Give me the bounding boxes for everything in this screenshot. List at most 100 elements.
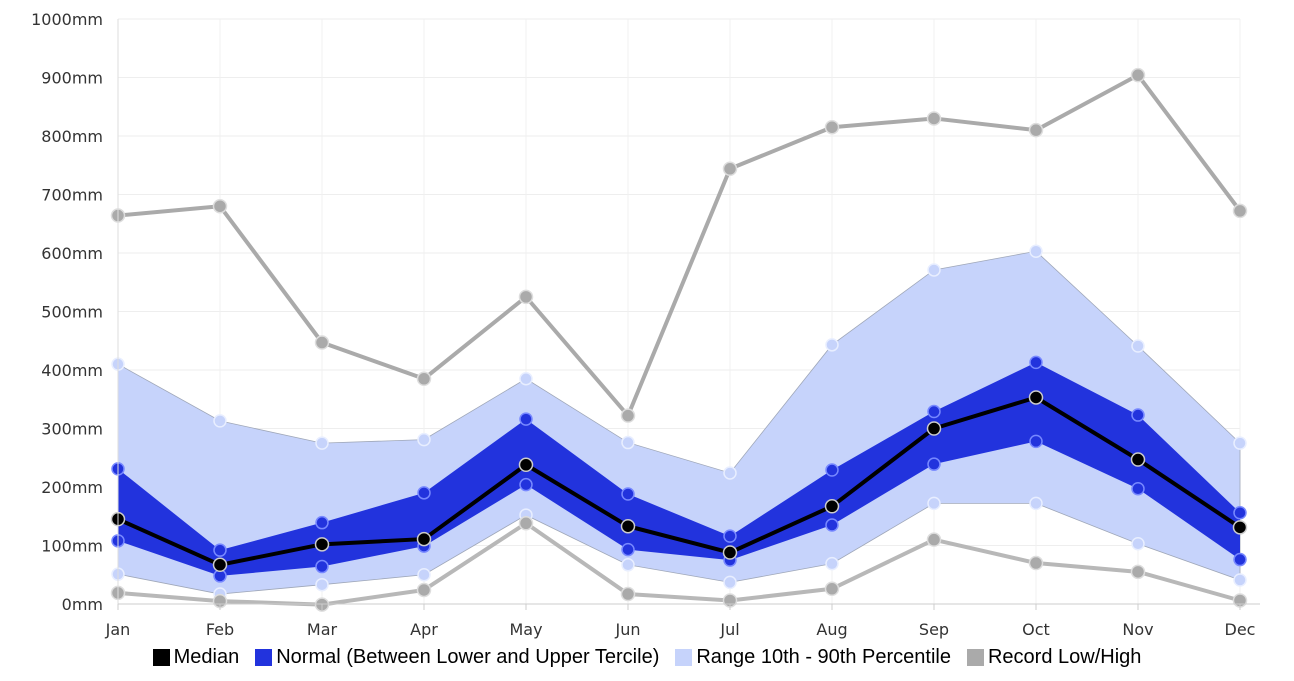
median-point [722,545,738,560]
record-high-point [1130,67,1146,83]
range-upper-point [213,414,227,428]
normal-upper-point [1233,505,1247,520]
range-lower-point [1131,536,1145,551]
legend-label-record: Record Low/High [987,646,1142,668]
y-tick-label: 0mm [62,595,103,614]
legend-swatch-range [675,649,693,666]
normal-lower-point [825,518,839,532]
legend-item-median[interactable]: Median [152,646,240,669]
record-high-point [1028,122,1044,138]
median-point [314,537,330,552]
record-low-point [824,581,840,597]
median-point [620,518,636,534]
median-line [117,395,1242,567]
range-upper-point [1233,436,1247,450]
band-layer [117,250,1241,595]
y-tick-label: 200mm [41,478,103,497]
range-lower-point [315,577,329,592]
record-low-point [620,586,636,602]
record-low-point [1130,564,1146,580]
y-tick-label: 400mm [41,361,103,380]
record-high-point [722,161,738,177]
record-low-point [926,532,942,547]
x-tick-label: Jul [719,620,739,639]
normal-upper-point [417,486,431,500]
record-high-point [824,119,840,135]
legend-label-median: Median [173,646,240,668]
normal-upper-point [621,487,635,501]
legend: Median Normal (Between Lower and Upper T… [0,646,1294,669]
record-high-line [117,73,1242,418]
legend-swatch-record [966,649,984,666]
range-lower-point [1233,573,1247,587]
normal-upper-point [927,404,941,419]
normal-upper-point [213,543,227,557]
median-point [1232,520,1248,535]
range-lower-point [927,496,941,511]
y-tick-label: 600mm [41,244,103,263]
record-high-point [518,289,534,305]
median-point [824,499,840,514]
legend-item-range[interactable]: Range 10th - 90th Percentile [675,646,951,669]
x-tick-label: Mar [307,620,338,639]
record-high-point [926,111,942,126]
y-tick-label: 1000mm [31,10,103,29]
record-low-point [416,582,432,598]
range-upper-point [723,466,737,480]
normal-lower-point [519,477,533,492]
range-lower-point [621,558,635,572]
normal-lower-point [315,559,329,574]
y-tick-label: 800mm [41,127,103,146]
x-tick-label: Oct [1022,620,1050,639]
record-high-point [1232,203,1248,219]
normal-upper-point [1029,355,1043,370]
median-point [926,421,942,436]
record-high-point [416,371,432,387]
range-upper-point [621,435,635,450]
climate-chart: 0mm 100mm 200mm 300mm 400mm 500mm 600mm 700mm 80… [31,10,1260,639]
x-tick-label: Feb [206,620,234,639]
median-point [1028,390,1044,405]
normal-band [118,362,1240,576]
normal-upper-point [519,412,533,426]
record-high-point [620,408,636,423]
normal-lower-point [927,457,941,471]
normal-lower-point [1131,482,1145,496]
x-tick-label: May [509,620,542,639]
median-point [212,557,228,573]
legend-swatch-median [152,649,170,666]
record-low-point [518,516,534,531]
x-tick-label: Nov [1122,620,1153,639]
median-point [518,457,534,473]
normal-upper-point [315,515,329,530]
range-upper-point [1029,244,1043,258]
y-tick-label: 700mm [41,186,103,205]
range-lower-point [723,575,737,590]
normal-lower-point [1029,434,1043,449]
range-upper-point [825,338,839,352]
legend-item-record[interactable]: Record Low/High [966,646,1142,669]
median-point [1130,452,1146,467]
legend-label-normal: Normal (Between Lower and Upper Tercile) [276,646,660,668]
range-upper-point [417,432,431,447]
normal-lower-point [1233,552,1247,567]
record-low-point [1028,555,1044,571]
record-high-point [212,198,228,214]
x-tick-label: Jan [105,620,131,639]
range-upper-point [519,372,533,386]
y-tick-label: 100mm [41,537,103,556]
range-lower-point [825,556,839,571]
range-upper-point [315,436,329,450]
x-tick-label: Apr [410,620,438,639]
median-point [416,531,432,547]
y-tick-label: 500mm [41,303,103,322]
range-upper-point [1131,339,1145,353]
x-tick-label: Dec [1225,620,1256,639]
range-upper-point [927,263,941,277]
normal-upper-point [1131,408,1145,422]
normal-lower-point [621,542,635,557]
legend-label-range: Range 10th - 90th Percentile [696,646,951,668]
legend-item-normal[interactable]: Normal (Between Lower and Upper Tercile) [255,646,659,669]
x-tick-label: Aug [816,620,847,639]
